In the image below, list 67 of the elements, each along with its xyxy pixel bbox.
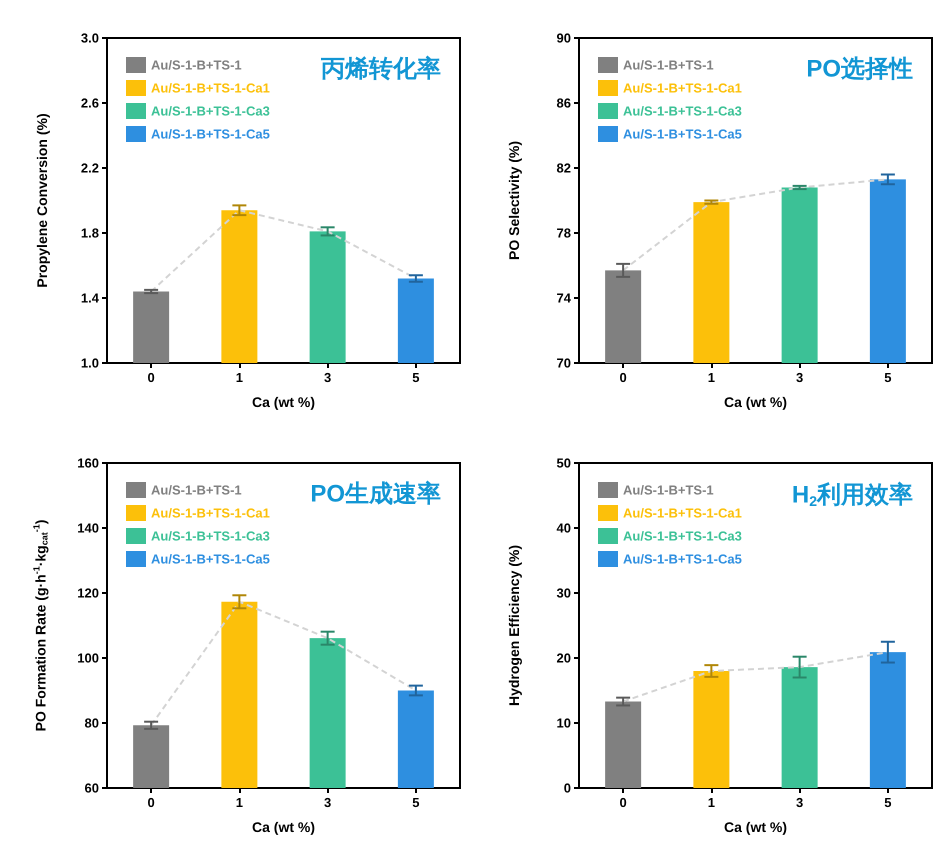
y-axis-title: PO Formation Rate (g·h-1·kgcat-1)	[32, 520, 50, 732]
x-tick-label: 1	[236, 370, 243, 385]
x-tick-label: 1	[708, 795, 715, 810]
legend-label: Au/S-1-B+TS-1	[151, 58, 242, 72]
legend-label: Au/S-1-B+TS-1	[151, 482, 242, 498]
legend-label: Au/S-1-B+TS-1-Ca3	[623, 104, 742, 118]
text: 丙烯转化率	[320, 56, 441, 82]
x-axis-title: Ca (wt %)	[724, 819, 787, 835]
x-tick-label: 3	[324, 370, 332, 385]
legend-label: Au/S-1-B+TS-1-Ca5	[623, 126, 742, 142]
legend-label: Au/S-1-B+TS-1-Ca3	[151, 104, 270, 118]
y-tick-label: 90	[556, 30, 571, 46]
legend-label: Au/S-1-B+TS-1-Ca3	[623, 528, 742, 544]
legend-label: Au/S-1-B+TS-1	[623, 482, 714, 498]
y-tick-label: 74	[556, 290, 572, 306]
y-tick-label: 20	[556, 650, 571, 666]
legend-label: Au/S-1-B+TS-1-Ca5	[151, 126, 270, 142]
y-tick-label: 86	[556, 96, 571, 110]
y-tick-label: 40	[556, 520, 571, 536]
x-tick-label: 1	[708, 370, 715, 385]
x-axis-title: Ca (wt %)	[252, 819, 315, 835]
y-axis-title: Hydrogen Efficiency (%)	[506, 544, 522, 706]
y-axis-title: PO Selectivity (%)	[506, 140, 522, 260]
y-tick-label: 140	[77, 520, 99, 536]
y-tick-label: 2.6	[80, 96, 99, 110]
y-tick-label: 1.8	[80, 226, 99, 240]
legend-label: Au/S-1-B+TS-1	[623, 58, 714, 72]
legend-label: Au/S-1-B+TS-1-Ca1	[623, 80, 742, 96]
y-tick-label: 60	[84, 780, 99, 796]
y-tick-label: 50	[556, 456, 571, 470]
text: PO生成速率	[310, 480, 442, 508]
x-tick-label: 3	[796, 370, 804, 385]
legend-label: Au/S-1-B+TS-1-Ca1	[151, 506, 270, 520]
legend-label: Au/S-1-B+TS-1-Ca5	[623, 552, 742, 566]
legend-label: Au/S-1-B+TS-1-Ca5	[151, 552, 270, 566]
y-tick-label: 0	[564, 780, 571, 796]
text: PO选择性	[806, 56, 914, 82]
y-tick-label: 82	[556, 160, 571, 176]
y-tick-label: 160	[77, 456, 99, 470]
legend-label: Au/S-1-B+TS-1-Ca3	[151, 528, 270, 544]
y-tick-label: 30	[556, 586, 571, 600]
y-tick-label: 3.0	[80, 30, 99, 46]
y-tick-label: 70	[556, 356, 571, 370]
y-tick-label: 10	[556, 716, 571, 730]
x-tick-label: 3	[324, 795, 332, 810]
legend-label: Au/S-1-B+TS-1-Ca1	[623, 506, 742, 520]
x-tick-label: 0	[620, 370, 627, 385]
x-tick-label: 0	[620, 795, 627, 810]
x-tick-label: 0	[148, 795, 155, 810]
x-axis-title: Ca (wt %)	[724, 394, 787, 410]
x-tick-label: 3	[796, 795, 804, 810]
x-tick-label: 1	[236, 795, 243, 810]
y-tick-label: 120	[77, 586, 99, 600]
x-tick-label: 0	[148, 370, 155, 385]
y-tick-label: 78	[556, 226, 571, 240]
y-tick-label: 2.2	[80, 160, 99, 176]
y-axis-title: Propylene Conversion (%)	[34, 113, 50, 288]
y-tick-label: 80	[84, 716, 99, 730]
x-tick-label: 5	[884, 370, 892, 385]
y-tick-label: 1.4	[80, 290, 100, 306]
x-tick-label: 5	[412, 370, 420, 385]
x-tick-label: 5	[884, 795, 892, 810]
y-tick-label: 100	[77, 650, 99, 666]
legend-label: Au/S-1-B+TS-1-Ca1	[151, 80, 270, 96]
x-tick-label: 5	[412, 795, 420, 810]
y-tick-label: 1.0	[80, 356, 99, 370]
x-axis-title: Ca (wt %)	[252, 394, 315, 410]
